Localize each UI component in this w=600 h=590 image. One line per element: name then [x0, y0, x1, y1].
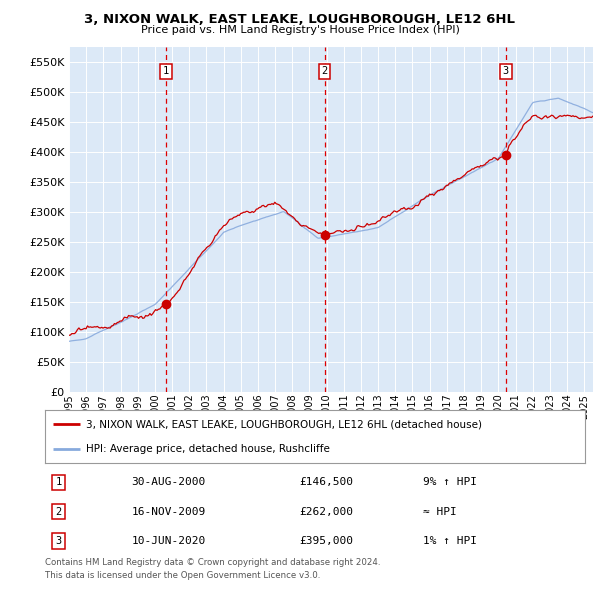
Text: 16-NOV-2009: 16-NOV-2009: [131, 507, 206, 516]
Text: 30-AUG-2000: 30-AUG-2000: [131, 477, 206, 487]
Text: 3, NIXON WALK, EAST LEAKE, LOUGHBOROUGH, LE12 6HL (detached house): 3, NIXON WALK, EAST LEAKE, LOUGHBOROUGH,…: [86, 419, 482, 430]
Text: 3: 3: [55, 536, 62, 546]
Text: 1% ↑ HPI: 1% ↑ HPI: [423, 536, 477, 546]
Text: £395,000: £395,000: [299, 536, 353, 546]
Text: £146,500: £146,500: [299, 477, 353, 487]
Text: 1: 1: [55, 477, 62, 487]
Text: 2: 2: [55, 507, 62, 516]
Text: £262,000: £262,000: [299, 507, 353, 516]
Text: 10-JUN-2020: 10-JUN-2020: [131, 536, 206, 546]
Text: HPI: Average price, detached house, Rushcliffe: HPI: Average price, detached house, Rush…: [86, 444, 329, 454]
Text: This data is licensed under the Open Government Licence v3.0.: This data is licensed under the Open Gov…: [45, 571, 320, 580]
Text: 1: 1: [163, 66, 169, 76]
Text: 3, NIXON WALK, EAST LEAKE, LOUGHBOROUGH, LE12 6HL: 3, NIXON WALK, EAST LEAKE, LOUGHBOROUGH,…: [85, 13, 515, 26]
Text: Contains HM Land Registry data © Crown copyright and database right 2024.: Contains HM Land Registry data © Crown c…: [45, 558, 380, 567]
Text: 3: 3: [503, 66, 509, 76]
Text: ≈ HPI: ≈ HPI: [423, 507, 457, 516]
Text: 9% ↑ HPI: 9% ↑ HPI: [423, 477, 477, 487]
Text: 2: 2: [322, 66, 328, 76]
Text: Price paid vs. HM Land Registry's House Price Index (HPI): Price paid vs. HM Land Registry's House …: [140, 25, 460, 35]
